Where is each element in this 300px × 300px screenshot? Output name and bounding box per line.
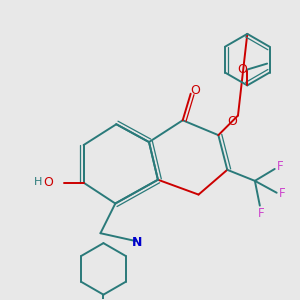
Text: O: O [227,115,237,128]
Text: N: N [132,236,142,249]
Text: F: F [277,160,284,173]
Text: F: F [257,207,264,220]
Text: O: O [43,176,53,189]
Text: O: O [237,63,247,76]
Text: O: O [191,84,201,97]
Text: H: H [34,177,42,187]
Text: F: F [279,187,286,200]
